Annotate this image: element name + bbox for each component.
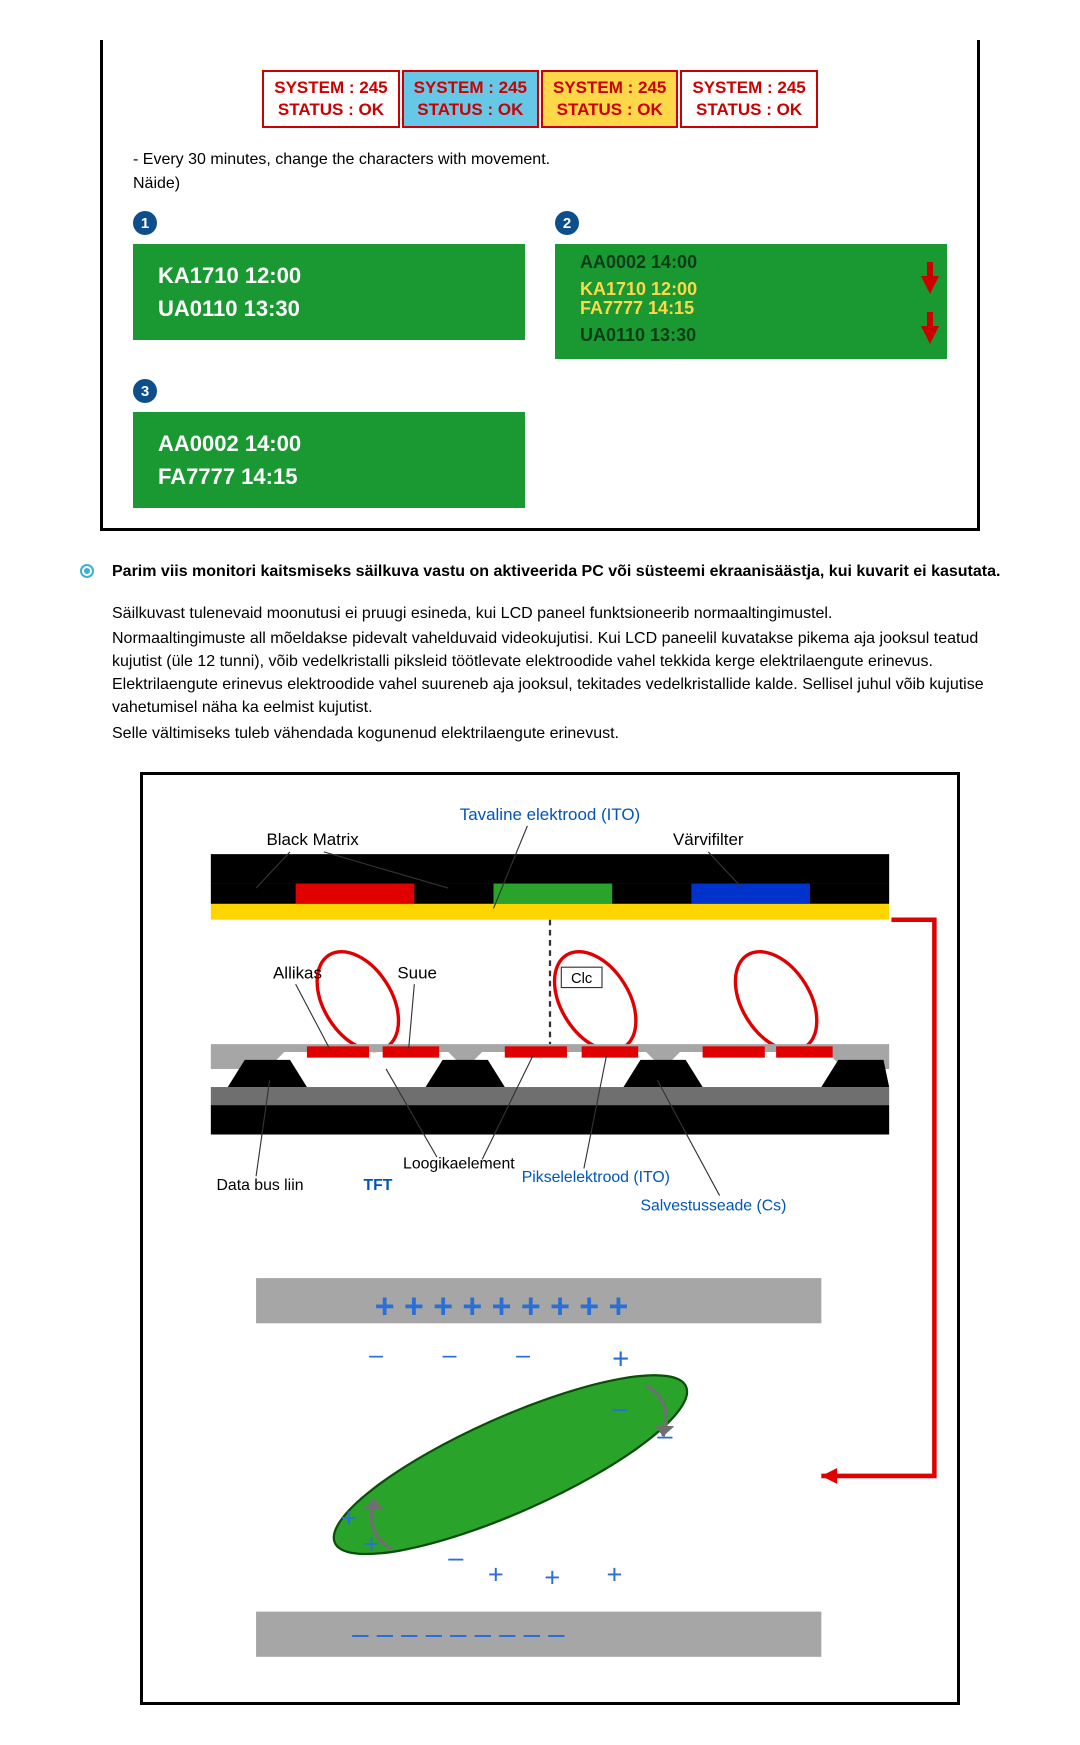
label-storage: Salvestusseade (Cs) [640,1197,786,1214]
label-data-bus: Data bus liin [216,1177,303,1194]
status-box-2: SYSTEM : 245 STATUS : OK [402,70,539,128]
panel-line: FA7777 14:15 [158,460,500,493]
svg-text:+: + [544,1561,560,1592]
plus-row: + + + + + + + + + [375,1287,629,1325]
wells [228,1060,889,1087]
label-top-electrode: Tavaline elektrood (ITO) [460,805,640,824]
arrow-down-icon [927,312,933,326]
status-text: STATUS : OK [274,99,387,121]
svg-text:+ + + + + + + + +: + + + + + + + + + [375,1287,629,1325]
svg-text:–: – [612,1392,628,1423]
minus-row-top: – – – [369,1341,530,1369]
status-text: STATUS : OK [414,99,527,121]
caption: - Every 30 minutes, change the character… [133,148,947,196]
badge-1: 1 [133,211,157,235]
svg-text:–: – [448,1541,464,1572]
label-black-matrix: Black Matrix [266,830,359,849]
red-arrowhead [821,1468,837,1484]
common-electrode [211,904,889,920]
caption-line2: Näide) [133,172,947,196]
badge-2: 2 [555,211,579,235]
example-block-2: 2 AA0002 14:00 KA1710 12:00 FA7777 14:15… [555,211,947,359]
status-text: STATUS : OK [692,99,805,121]
status-text: SYSTEM : 245 [414,77,527,99]
red-filter [296,883,415,903]
para-1: Säilkuvast tulenevaid moonutusi ei pruug… [112,602,1020,625]
lcd-diagram: Tavaline elektrood (ITO) Black Matrix Vä… [143,775,957,1702]
example-grid: 1 KA1710 12:00 UA0110 13:30 2 AA0002 14:… [133,211,947,508]
minus-row-bottom: – – – – – – – – – [352,1617,565,1650]
panel-line: KA1710 12:00 [158,259,500,292]
badge-3: 3 [133,379,157,403]
panel-line: AA0002 14:00 [580,249,922,276]
svg-text:–: – [369,1341,383,1369]
svg-text:–: – [657,1419,673,1450]
panel-line: UA0110 13:30 [158,292,500,325]
label-clc: Clc [571,971,592,987]
panel-line: UA0110 13:30 [580,322,922,349]
blue-filter [691,883,810,903]
label-pixel-electrode: Pikselelektrood (ITO) [522,1169,670,1186]
plus-small: + [612,1342,629,1375]
example-block-3: 3 AA0002 14:00 FA7777 14:15 [133,379,525,508]
caption-line1: - Every 30 minutes, change the character… [133,148,947,172]
status-text: STATUS : OK [553,99,666,121]
arrow-down-icon [927,262,933,276]
svg-text:+: + [363,1528,379,1559]
panel-line: AA0002 14:00 [158,427,500,460]
panel-line: FA7777 14:15 [580,295,922,322]
status-box-4: SYSTEM : 245 STATUS : OK [680,70,817,128]
status-text: SYSTEM : 245 [274,77,387,99]
svg-text:– – – – – – – – –: – – – – – – – – – [352,1617,565,1650]
label-drain: Suue [397,963,437,982]
status-row: SYSTEM : 245 STATUS : OK SYSTEM : 245 ST… [133,40,947,148]
label-tft: TFT [363,1177,392,1194]
status-text: SYSTEM : 245 [692,77,805,99]
label-logic: Loogikaelement [403,1155,515,1172]
bullet-section: Parim viis monitori kaitsmiseks säilkuva… [80,561,1020,747]
para-3: Selle vältimiseks tuleb vähendada kogune… [112,722,1020,745]
label-source: Allikas [273,963,322,982]
svg-text:+: + [488,1558,504,1589]
label-color-filter: Värvifilter [673,830,744,849]
svg-text:+: + [607,1558,623,1589]
lcd-diagram-box: Tavaline elektrood (ITO) Black Matrix Vä… [140,772,960,1705]
bullet-icon [80,564,94,578]
top-glass [211,854,889,883]
top-figure-box: SYSTEM : 245 STATUS : OK SYSTEM : 245 ST… [100,40,980,531]
panel-3: AA0002 14:00 FA7777 14:15 [133,412,525,508]
status-box-3: SYSTEM : 245 STATUS : OK [541,70,678,128]
bottom-glass [211,1105,889,1134]
status-box-1: SYSTEM : 245 STATUS : OK [262,70,399,128]
bullet-body: Parim viis monitori kaitsmiseks säilkuva… [112,561,1020,747]
svg-text:–: – [516,1341,530,1369]
panel-1: KA1710 12:00 UA0110 13:30 [133,244,525,340]
green-filter [493,883,612,903]
para-2: Normaaltingimuste all mõeldakse pidevalt… [112,627,1020,720]
arrow-down-icon [921,276,939,294]
status-text: SYSTEM : 245 [553,77,666,99]
svg-text:–: – [443,1341,457,1369]
example-block-1: 1 KA1710 12:00 UA0110 13:30 [133,211,525,359]
base-grey [211,1087,889,1105]
bullet-heading: Parim viis monitori kaitsmiseks säilkuva… [112,561,1020,583]
arrow-down-icon [921,326,939,344]
panel-2: AA0002 14:00 KA1710 12:00 FA7777 14:15 U… [555,244,947,359]
